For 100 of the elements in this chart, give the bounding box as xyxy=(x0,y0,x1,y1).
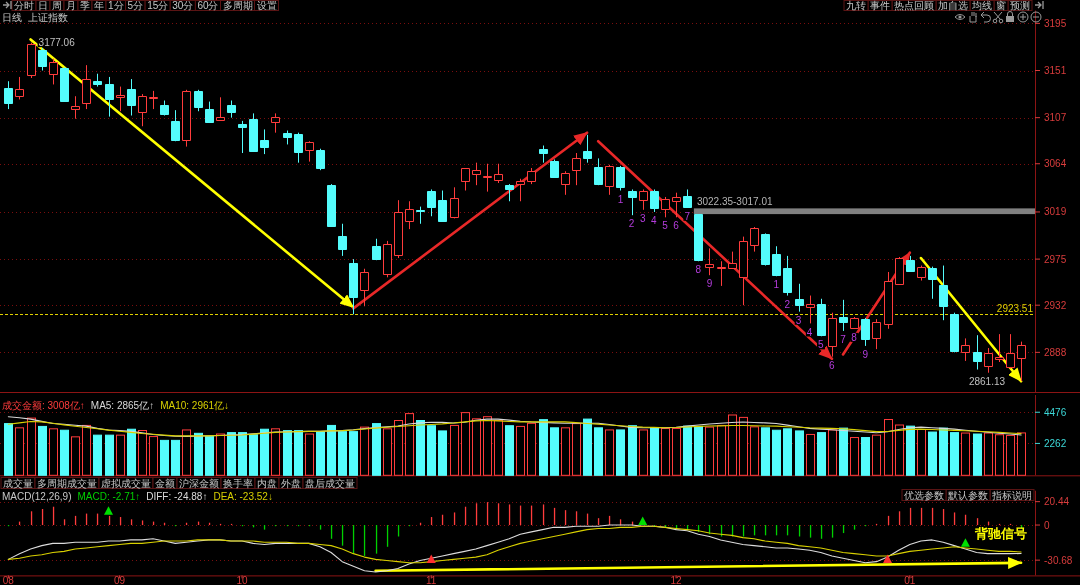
bar xyxy=(895,424,904,476)
y-tick-label: 3107 xyxy=(1044,112,1067,124)
annotation: 设置 xyxy=(256,0,277,11)
annotation: 30分 xyxy=(172,0,194,11)
text: 内盘 xyxy=(257,477,277,489)
text: 2 xyxy=(628,218,635,230)
text: MA10: 2961亿↓ xyxy=(160,400,230,411)
bar xyxy=(1017,432,1026,476)
bar xyxy=(961,432,970,476)
bar xyxy=(717,424,726,476)
candlestick xyxy=(71,95,80,120)
annotation: 周 xyxy=(52,0,62,11)
candlestick xyxy=(60,66,69,103)
y-tick-label: 2262 xyxy=(1044,437,1067,449)
annotation: 多周期 xyxy=(222,0,253,11)
candlestick xyxy=(127,78,136,117)
text: 3177.06 xyxy=(38,37,75,49)
bar xyxy=(995,434,1004,476)
candlestick xyxy=(438,190,447,223)
candlestick xyxy=(271,112,280,134)
candlestick xyxy=(772,245,781,277)
candlestick xyxy=(338,223,347,257)
point xyxy=(960,538,970,547)
candlestick xyxy=(450,186,459,219)
candlestick xyxy=(672,192,681,218)
candlestick xyxy=(683,188,692,209)
candlestick xyxy=(494,163,503,184)
bar xyxy=(105,434,114,476)
point xyxy=(883,554,893,563)
candlestick xyxy=(372,238,381,261)
bar xyxy=(1006,434,1015,476)
annotation: 月 xyxy=(66,0,76,11)
bar xyxy=(628,425,637,476)
bar xyxy=(928,431,937,476)
candlestick xyxy=(149,90,158,110)
bar xyxy=(605,429,614,476)
series-label: MA5: 2865亿↑ xyxy=(90,400,155,411)
annotation: 背驰信号 xyxy=(974,526,1027,541)
candlestick xyxy=(861,317,870,347)
bar xyxy=(127,428,136,476)
text: 9 xyxy=(862,349,869,361)
bar xyxy=(539,419,548,476)
bar xyxy=(872,434,881,476)
candlestick xyxy=(316,148,325,171)
annotation: 年 xyxy=(94,0,104,11)
text: DIFF: -24.88↑ xyxy=(146,491,208,502)
bar xyxy=(861,437,870,476)
bar xyxy=(372,423,381,476)
bar xyxy=(316,431,325,476)
candlestick xyxy=(594,157,603,186)
text: 3 xyxy=(639,212,646,224)
text: 沪深金额 xyxy=(179,477,219,489)
x-tick-label: 09 xyxy=(114,575,126,585)
candlestick xyxy=(605,164,614,196)
series-label: MACD: -2.71↑ xyxy=(77,491,141,502)
annotation: 事件 xyxy=(870,0,890,11)
annotation: 日 xyxy=(38,0,48,11)
y-tick-label: 3151 xyxy=(1044,65,1067,77)
candlestick xyxy=(973,334,982,370)
candlestick xyxy=(928,266,937,300)
candlestick xyxy=(227,100,236,119)
chart-subtitle: 上证指数 xyxy=(28,11,68,23)
candlestick xyxy=(461,167,470,192)
candlestick xyxy=(961,337,970,362)
bar xyxy=(772,429,781,476)
candlestick xyxy=(694,213,703,262)
annotation: 预测 xyxy=(1010,0,1030,11)
bar xyxy=(650,428,659,476)
chart-title: 日线 xyxy=(2,11,22,23)
bar xyxy=(950,432,959,476)
x-tick-label: 01 xyxy=(904,575,916,585)
candlestick xyxy=(761,232,770,267)
point xyxy=(426,554,436,563)
x-tick-label: 10 xyxy=(236,575,249,585)
candlestick xyxy=(327,183,336,228)
candlestick xyxy=(839,299,848,332)
bar xyxy=(327,424,336,476)
band-label: 3022.35-3017.01 xyxy=(696,196,773,208)
bar xyxy=(405,413,414,476)
candlestick xyxy=(82,64,91,110)
bar xyxy=(639,429,648,476)
bar xyxy=(450,424,459,476)
candlestick xyxy=(49,58,58,85)
bar xyxy=(483,416,492,476)
candlestick xyxy=(160,100,169,117)
bar xyxy=(783,428,792,476)
bar xyxy=(4,423,13,476)
y-tick-label: 3064 xyxy=(1044,158,1067,170)
text: 2 xyxy=(784,298,791,310)
x-tick-label: 11 xyxy=(426,575,437,585)
candlestick xyxy=(817,298,826,337)
y-tick-label: 0 xyxy=(1044,519,1050,531)
candlestick xyxy=(628,188,637,216)
candlestick xyxy=(260,128,269,155)
bar xyxy=(294,430,303,476)
bar xyxy=(583,418,592,476)
bar xyxy=(516,425,525,476)
bar xyxy=(594,427,603,476)
annotation: 热点回顾 xyxy=(894,0,934,11)
text: 1 xyxy=(617,193,624,205)
